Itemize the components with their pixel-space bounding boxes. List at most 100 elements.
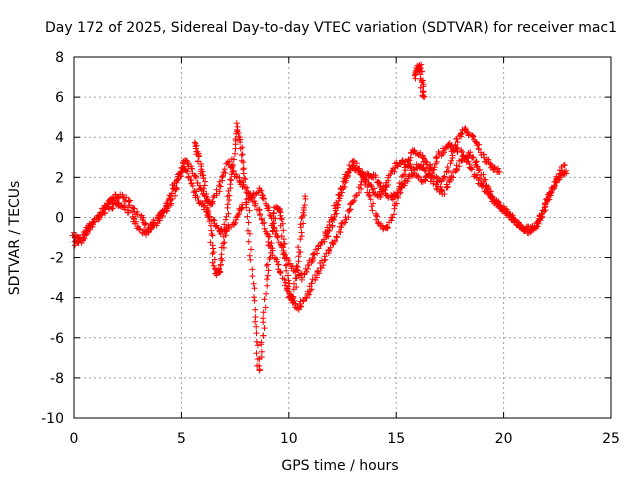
- series-3: [191, 120, 309, 374]
- data-point: [481, 154, 488, 161]
- data-point: [264, 276, 270, 283]
- data-point: [527, 229, 534, 236]
- data-point: [281, 276, 288, 283]
- data-point: [353, 160, 360, 167]
- data-point: [218, 174, 225, 180]
- data-point: [297, 221, 304, 228]
- data-point: [487, 160, 494, 167]
- data-point: [125, 198, 132, 205]
- data-point: [543, 195, 550, 202]
- data-point: [200, 175, 207, 182]
- data-point: [284, 261, 290, 268]
- data-point: [346, 166, 353, 173]
- data-point: [450, 169, 456, 176]
- data-point: [476, 166, 483, 173]
- data-point: [314, 268, 321, 274]
- x-axis-ticks: 0 5 10 15 20 25: [70, 57, 620, 447]
- data-point: [136, 226, 143, 233]
- data-point: [294, 305, 300, 312]
- series-4: [324, 125, 503, 240]
- data-point: [470, 133, 477, 140]
- data-point: [262, 304, 269, 311]
- data-point: [221, 166, 228, 173]
- data-point: [241, 175, 248, 182]
- data-point: [539, 207, 546, 214]
- data-point: [263, 230, 270, 237]
- data-point: [391, 211, 397, 218]
- data-point: [184, 168, 191, 175]
- data-point: [309, 276, 316, 283]
- data-point: [467, 165, 474, 172]
- data-point: [266, 233, 273, 240]
- data-point: [454, 135, 461, 142]
- data-point: [411, 170, 417, 177]
- data-point: [320, 262, 327, 269]
- data-point: [232, 136, 239, 142]
- data-point: [260, 315, 267, 322]
- data-point: [261, 296, 268, 303]
- data-point: [209, 250, 216, 257]
- data-point: [420, 155, 427, 162]
- y-tick-label: -6: [50, 331, 64, 347]
- data-point: [265, 207, 272, 214]
- data-point: [132, 220, 139, 227]
- data-point: [177, 170, 184, 177]
- data-point: [189, 183, 196, 189]
- data-point: [293, 262, 300, 269]
- y-tick-label: 2: [55, 170, 64, 186]
- data-point: [220, 233, 227, 240]
- data-point: [342, 173, 349, 180]
- data-point: [267, 249, 274, 256]
- data-point: [238, 205, 245, 212]
- data-point: [254, 342, 261, 349]
- data-point: [260, 309, 267, 316]
- data-point: [277, 222, 284, 229]
- data-point: [356, 189, 362, 196]
- data-point: [218, 251, 225, 258]
- data-point: [378, 191, 385, 198]
- y-tick-label: -8: [50, 371, 64, 387]
- data-point: [290, 293, 297, 300]
- data-point: [291, 280, 297, 287]
- data-point: [217, 183, 224, 190]
- data-point: [270, 210, 277, 217]
- data-point: [437, 183, 444, 190]
- data-point: [483, 186, 490, 192]
- data-point: [384, 224, 391, 231]
- data-point: [375, 179, 382, 186]
- x-axis-label: GPS time / hours: [281, 458, 398, 474]
- data-point: [282, 282, 288, 289]
- data-point: [258, 354, 265, 360]
- data-point: [485, 185, 492, 192]
- chart-title: Day 172 of 2025, Sidereal Day-to-day VTE…: [45, 20, 617, 36]
- data-point: [253, 350, 260, 357]
- data-point: [282, 262, 289, 269]
- data-point: [252, 200, 259, 207]
- data-point: [447, 144, 454, 150]
- data-point: [321, 253, 328, 260]
- data-point: [477, 175, 483, 182]
- data-point: [360, 171, 367, 177]
- data-point: [234, 127, 241, 133]
- data-point: [243, 204, 250, 211]
- data-point: [324, 232, 331, 239]
- data-point: [468, 166, 475, 173]
- data-point: [238, 152, 245, 159]
- data-point: [322, 256, 329, 263]
- data-point: [395, 187, 402, 193]
- data-point: [308, 286, 315, 293]
- data-point: [163, 203, 170, 209]
- data-point: [402, 167, 409, 174]
- data-point: [298, 229, 305, 236]
- data-point: [218, 244, 225, 251]
- data-point: [257, 187, 264, 194]
- y-tick-label: 4: [55, 130, 64, 146]
- data-point: [285, 277, 292, 284]
- data-point: [277, 269, 283, 276]
- data-point: [216, 182, 223, 189]
- data-point: [471, 173, 477, 180]
- data-point: [474, 142, 481, 149]
- data-point: [237, 145, 244, 152]
- x-tick-label: 5: [177, 431, 186, 447]
- data-point: [216, 188, 223, 195]
